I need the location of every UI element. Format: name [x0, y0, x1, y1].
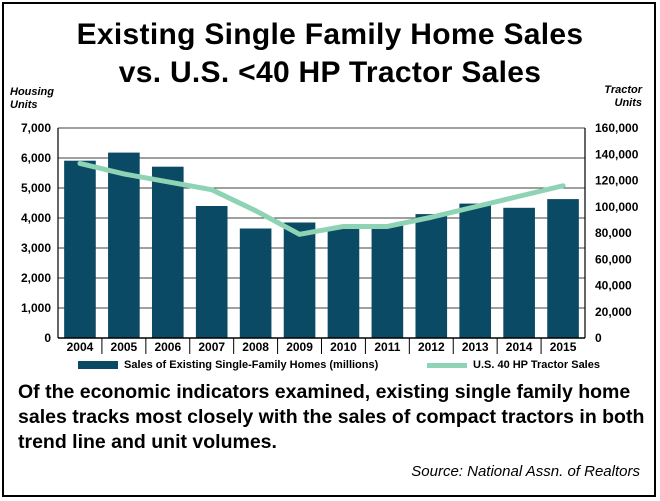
bar — [195, 206, 228, 338]
bar — [503, 207, 535, 338]
right-tick-label: 160,000 — [595, 121, 639, 135]
right-tick-label: 40,000 — [595, 279, 632, 293]
right-tick-label: 100,000 — [595, 200, 639, 214]
right-axis-title-line-2: Units — [614, 97, 643, 109]
right-tick-label: 120,000 — [595, 174, 639, 188]
category-label: 2008 — [242, 340, 269, 354]
right-tick-label: 140,000 — [595, 147, 639, 161]
left-axis-title-line-1: Housing — [10, 86, 54, 98]
category-label: 2004 — [67, 340, 94, 354]
right-axis-title: Tractor Units — [604, 84, 642, 110]
left-tick-label: 5,000 — [21, 181, 51, 195]
left-tick-label: 2,000 — [21, 271, 51, 285]
right-tick-label: 80,000 — [595, 226, 632, 240]
bar — [151, 166, 184, 338]
left-axis-title: Housing Units — [10, 86, 54, 112]
right-tick-label: 20,000 — [595, 305, 632, 319]
chart-title: Existing Single Family Home Sales vs. U.… — [0, 16, 660, 92]
chart-legend: Sales of Existing Single-Family Homes (m… — [0, 359, 660, 375]
category-label: 2005 — [111, 340, 138, 354]
legend-line-swatch — [427, 362, 467, 368]
category-label: 2015 — [550, 340, 577, 354]
title-line-1: Existing Single Family Home Sales — [76, 18, 584, 51]
bar — [108, 152, 140, 338]
caption-text: Of the economic indicators examined, exi… — [18, 381, 645, 453]
bar — [64, 160, 96, 338]
category-label: 2009 — [286, 340, 313, 354]
category-label: 2011 — [374, 340, 400, 354]
title-line-2: vs. U.S. <40 HP Tractor Sales — [118, 56, 542, 89]
legend-item-bars: Sales of Existing Single-Family Homes (m… — [78, 359, 378, 371]
legend-bar-swatch — [78, 361, 118, 369]
left-tick-label: 1,000 — [21, 301, 51, 315]
legend-bars-label: Sales of Existing Single-Family Homes (m… — [124, 359, 379, 371]
bar — [415, 214, 448, 338]
bar — [283, 222, 316, 338]
right-tick-label: 60,000 — [595, 252, 632, 266]
left-tick-label: 6,000 — [21, 151, 51, 165]
left-tick-label: 7,000 — [21, 121, 51, 135]
legend-item-line: U.S. 40 HP Tractor Sales — [427, 359, 600, 371]
chart-plot: 0 1,000 2,000 3,000 4,000 5,000 6,000 7,000 0 20,… — [21, 121, 639, 354]
source-text: Source: National Assn. of Realtors — [411, 463, 640, 480]
legend-line-label: U.S. 40 HP Tractor Sales — [473, 359, 600, 371]
bar — [239, 228, 272, 338]
right-axis-title-line-1: Tractor — [604, 84, 642, 96]
category-label: 2006 — [154, 340, 181, 354]
tractor-sales-line — [77, 160, 566, 237]
category-label: 2014 — [506, 340, 533, 354]
left-tick-label: 4,000 — [21, 211, 51, 225]
bar — [547, 199, 579, 338]
right-tick-label: 0 — [595, 331, 602, 345]
left-tick-label: 0 — [44, 331, 51, 345]
left-tick-label: 3,000 — [21, 241, 51, 255]
category-label: 2010 — [330, 340, 357, 354]
bar — [327, 227, 360, 338]
left-axis-title-line-2: Units — [10, 99, 38, 111]
bar — [459, 203, 492, 338]
category-label: 2013 — [462, 340, 489, 354]
category-label: 2007 — [198, 340, 225, 354]
category-label: 2012 — [418, 340, 445, 354]
bar — [371, 224, 404, 338]
